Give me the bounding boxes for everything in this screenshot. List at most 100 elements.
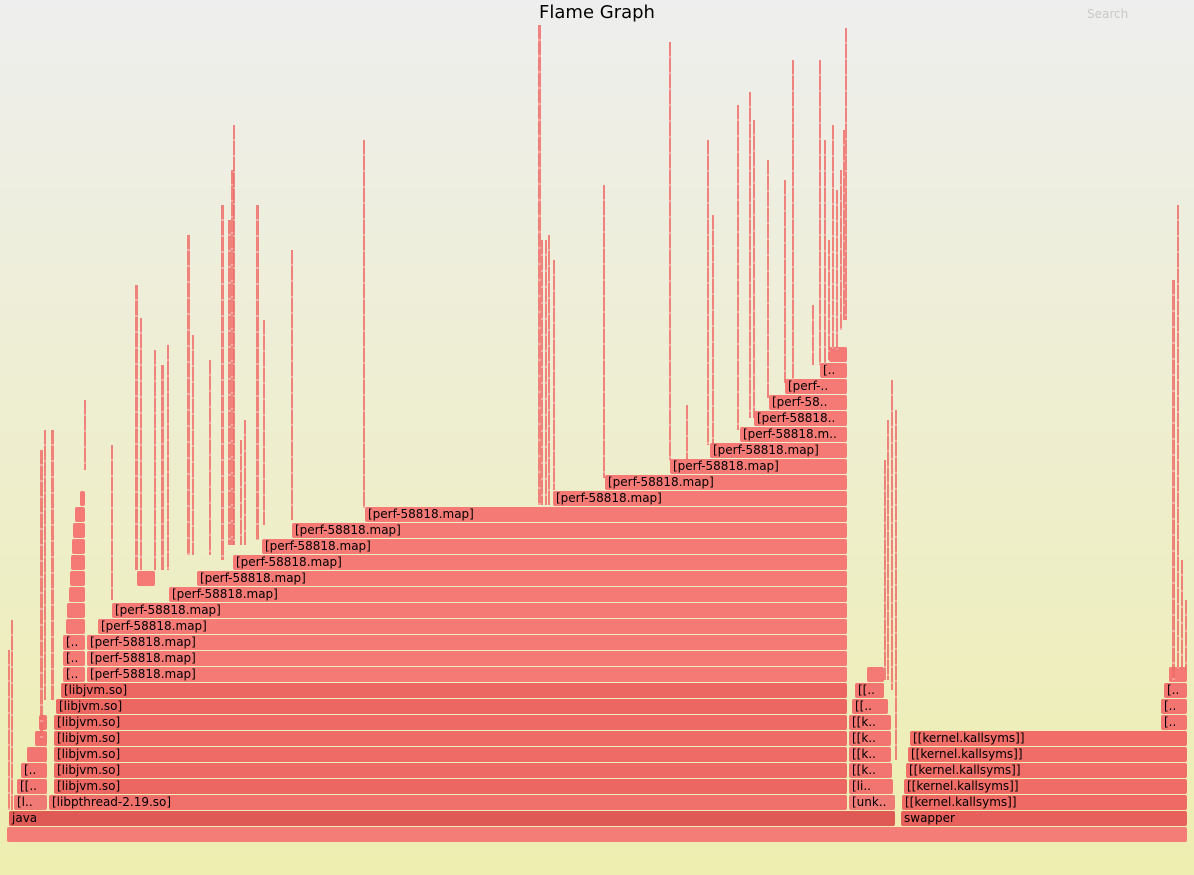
- frame-stack-spike[interactable]: [263, 320, 265, 525]
- frame[interactable]: [..: [1161, 715, 1187, 730]
- frame[interactable]: [..: [820, 363, 847, 378]
- frame[interactable]: [libjvm.so]: [54, 779, 847, 794]
- frame-stack-spike[interactable]: [187, 235, 190, 555]
- frame[interactable]: [perf-58818.map]: [262, 539, 847, 554]
- frame-stack-spike[interactable]: [545, 240, 547, 505]
- frame[interactable]: [[kernel.kallsyms]]: [906, 763, 1187, 778]
- frame[interactable]: [..: [63, 635, 85, 650]
- frame-stack-spike[interactable]: [840, 170, 842, 330]
- frame[interactable]: [li..: [849, 779, 893, 794]
- frame[interactable]: [libjvm.so]: [56, 699, 847, 714]
- frame[interactable]: [perf-58..: [769, 395, 847, 410]
- frame-stack-spike[interactable]: [44, 430, 46, 700]
- frame-stack-spike[interactable]: [228, 220, 231, 545]
- frame-unlabeled[interactable]: [70, 571, 85, 586]
- frame[interactable]: [..: [21, 763, 47, 778]
- frame-stack-spike[interactable]: [819, 60, 821, 365]
- frame[interactable]: [[..: [855, 683, 884, 698]
- frame[interactable]: [libpthread-2.19.so]: [49, 795, 847, 810]
- frame[interactable]: [[kernel.kallsyms]]: [902, 795, 1187, 810]
- frame-unlabeled[interactable]: [73, 523, 85, 538]
- frame[interactable]: swapper: [901, 811, 1187, 826]
- frame-stack-spike[interactable]: [891, 380, 893, 690]
- frame-stack-spike[interactable]: [828, 240, 830, 360]
- frame[interactable]: [perf-58818.m..: [740, 427, 847, 442]
- frame-unlabeled[interactable]: [71, 555, 85, 570]
- frame[interactable]: [[k..: [849, 763, 892, 778]
- frame-stack-spike[interactable]: [111, 445, 113, 600]
- frame-stack-spike[interactable]: [154, 350, 156, 570]
- frame[interactable]: java: [9, 811, 895, 826]
- frame-unlabeled[interactable]: [80, 491, 85, 506]
- frame-stack-spike[interactable]: [884, 460, 886, 680]
- frame-stack-spike[interactable]: [548, 235, 550, 505]
- frame[interactable]: [[..: [17, 779, 47, 794]
- frame[interactable]: [[kernel.kallsyms]]: [908, 747, 1187, 762]
- frame[interactable]: [[kernel.kallsyms]]: [910, 731, 1187, 746]
- frame-stack-spike[interactable]: [887, 420, 889, 680]
- frame-stack-spike[interactable]: [209, 360, 211, 555]
- frame-stack-spike[interactable]: [1172, 280, 1175, 680]
- frame[interactable]: [perf-58818.map]: [87, 635, 847, 650]
- frame-stack-spike[interactable]: [240, 440, 242, 545]
- frame-unlabeled[interactable]: [7, 827, 1187, 842]
- frame-stack-spike[interactable]: [784, 180, 786, 383]
- frame-stack-spike[interactable]: [707, 140, 709, 445]
- frame-stack-spike[interactable]: [1177, 205, 1179, 670]
- frame-unlabeled[interactable]: [27, 747, 47, 762]
- frame[interactable]: [perf-..: [785, 379, 847, 394]
- frame-unlabeled[interactable]: [72, 539, 85, 554]
- frame[interactable]: [perf-58818.map]: [87, 651, 847, 666]
- frame-stack-spike[interactable]: [753, 120, 755, 418]
- frame[interactable]: [libjvm.so]: [61, 683, 847, 698]
- frame-stack-spike[interactable]: [792, 60, 794, 380]
- frame[interactable]: [libjvm.so]: [54, 731, 847, 746]
- frame-stack-spike[interactable]: [767, 160, 769, 398]
- frame[interactable]: [l..: [14, 795, 47, 810]
- frame[interactable]: [perf-58818..: [754, 411, 847, 426]
- frame[interactable]: [perf-58818.map]: [98, 619, 847, 634]
- frame[interactable]: [perf-58818.map]: [553, 491, 847, 506]
- frame-unlabeled[interactable]: [67, 603, 85, 618]
- frame[interactable]: [[..: [852, 699, 888, 714]
- frame-stack-spike[interactable]: [541, 240, 543, 505]
- frame-stack-spike[interactable]: [836, 190, 838, 350]
- frame-stack-spike[interactable]: [553, 260, 555, 490]
- frame-stack-spike[interactable]: [291, 250, 293, 520]
- frame[interactable]: [libjvm.so]: [54, 763, 847, 778]
- frame-unlabeled[interactable]: [66, 619, 85, 634]
- frame-stack-spike[interactable]: [895, 410, 897, 760]
- frame[interactable]: [[k..: [849, 715, 891, 730]
- frame[interactable]: [unk..: [849, 795, 895, 810]
- frame[interactable]: [perf-58818.map]: [365, 507, 847, 522]
- frame[interactable]: [perf-58818.map]: [233, 555, 847, 570]
- search-button[interactable]: Search: [1087, 7, 1129, 21]
- frame-stack-spike[interactable]: [167, 345, 169, 570]
- frame[interactable]: [..: [63, 651, 85, 666]
- frame-stack-spike[interactable]: [812, 305, 814, 365]
- frame[interactable]: [..: [1164, 683, 1187, 698]
- frame[interactable]: [perf-58818.map]: [87, 667, 847, 682]
- frame[interactable]: [perf-58818.map]: [112, 603, 847, 618]
- frame-stack-spike[interactable]: [40, 450, 43, 740]
- frame-stack-spike[interactable]: [749, 92, 751, 418]
- frame-stack-spike[interactable]: [135, 285, 138, 570]
- frame[interactable]: [perf-58818.map]: [710, 443, 847, 458]
- frame-stack-spike[interactable]: [824, 140, 826, 365]
- frame[interactable]: [[k..: [849, 731, 891, 746]
- frame-stack-spike[interactable]: [538, 25, 541, 505]
- frame-stack-spike[interactable]: [8, 650, 10, 810]
- frame-stack-spike[interactable]: [845, 28, 847, 320]
- frame[interactable]: [[kernel.kallsyms]]: [904, 779, 1187, 794]
- frame[interactable]: [perf-58818.map]: [292, 523, 847, 538]
- frame-stack-spike[interactable]: [192, 335, 194, 555]
- frame-stack-spike[interactable]: [1185, 600, 1187, 670]
- frame[interactable]: [[k..: [849, 747, 891, 762]
- frame-stack-spike[interactable]: [233, 125, 235, 545]
- frame-stack-spike[interactable]: [51, 430, 54, 700]
- frame-stack-spike[interactable]: [843, 130, 845, 320]
- frame-stack-spike[interactable]: [161, 365, 164, 570]
- frame-unlabeled[interactable]: [137, 571, 155, 586]
- frame-stack-spike[interactable]: [832, 125, 834, 350]
